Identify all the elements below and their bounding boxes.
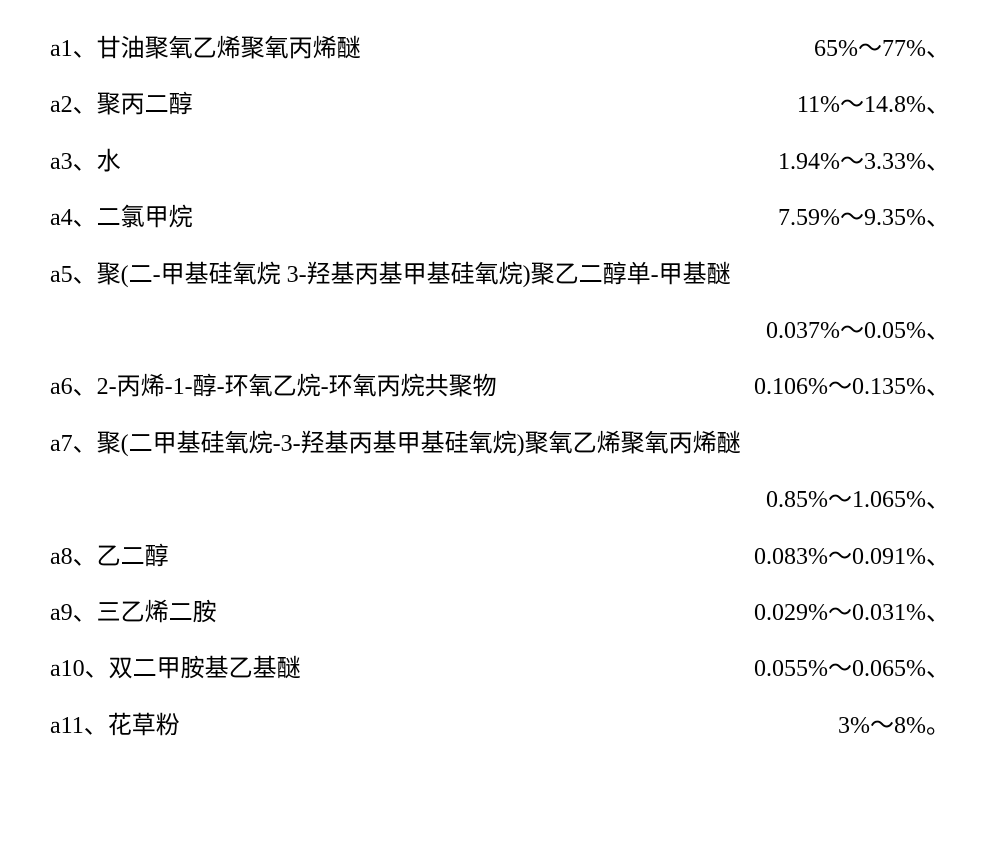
item-value: 3%～8%。 (838, 707, 950, 745)
list-item: a10、双二甲胺基乙基醚 0.055%～0.065%、 (50, 650, 950, 688)
item-label: a11、花草粉 (50, 707, 798, 745)
item-value: 11%～14.8%、 (797, 86, 950, 124)
item-label: a9、三乙烯二胺 (50, 594, 714, 632)
list-item: a11、花草粉 3%～8%。 (50, 707, 950, 745)
list-item: a8、乙二醇 0.083%～0.091%、 (50, 538, 950, 576)
item-value: 7.59%～9.35%、 (778, 199, 950, 237)
item-label: a6、2-丙烯-1-醇-环氧乙烷-环氧丙烷共聚物 (50, 368, 714, 406)
list-item: a3、水 1.94%～3.33%、 (50, 143, 950, 181)
item-label: a10、双二甲胺基乙基醚 (50, 650, 714, 688)
item-label: a2、聚丙二醇 (50, 86, 757, 124)
item-label: a5、聚(二-甲基硅氧烷 3-羟基丙基甲基硅氧烷)聚乙二醇单-甲基醚 (50, 256, 950, 294)
item-value: 0.037%～0.05%、 (766, 312, 950, 350)
item-value: 65%～77%、 (814, 30, 950, 68)
item-label: a7、聚(二甲基硅氧烷-3-羟基丙基甲基硅氧烷)聚氧乙烯聚氧丙烯醚 (50, 425, 950, 463)
item-label: a4、二氯甲烷 (50, 199, 738, 237)
item-value: 0.055%～0.065%、 (754, 650, 950, 688)
item-label: a3、水 (50, 143, 738, 181)
item-value: 0.106%～0.135%、 (754, 368, 950, 406)
chemical-composition-list: a1、甘油聚氧乙烯聚氧丙烯醚65%～77%、a2、聚丙二醇11%～14.8%、a… (50, 30, 950, 745)
list-item-value-row: 0.037%～0.05%、 (50, 312, 950, 350)
list-item: a4、二氯甲烷 7.59%～9.35%、 (50, 199, 950, 237)
item-value: 0.083%～0.091%、 (754, 538, 950, 576)
item-value: 1.94%～3.33%、 (778, 143, 950, 181)
list-item: a9、三乙烯二胺 0.029%～0.031%、 (50, 594, 950, 632)
list-item: a2、聚丙二醇 11%～14.8%、 (50, 86, 950, 124)
item-value: 0.029%～0.031%、 (754, 594, 950, 632)
list-item-value-row: 0.85%～1.065%、 (50, 481, 950, 519)
list-item: a6、2-丙烯-1-醇-环氧乙烷-环氧丙烷共聚物 0.106%～0.135%、 (50, 368, 950, 406)
list-item-label-row: a7、聚(二甲基硅氧烷-3-羟基丙基甲基硅氧烷)聚氧乙烯聚氧丙烯醚 (50, 425, 950, 463)
item-value: 0.85%～1.065%、 (766, 481, 950, 519)
list-item-label-row: a5、聚(二-甲基硅氧烷 3-羟基丙基甲基硅氧烷)聚乙二醇单-甲基醚 (50, 256, 950, 294)
item-label: a1、甘油聚氧乙烯聚氧丙烯醚 (50, 30, 774, 68)
list-item: a1、甘油聚氧乙烯聚氧丙烯醚 65%～77%、 (50, 30, 950, 68)
item-label: a8、乙二醇 (50, 538, 714, 576)
